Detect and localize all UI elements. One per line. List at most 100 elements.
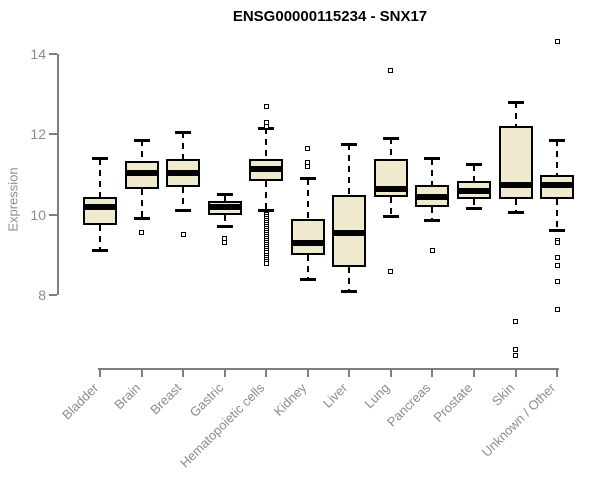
median-lung [373,185,408,192]
outlier-hematopoietic-cells [263,260,269,266]
x-axis-tick [472,370,475,377]
whisker-upper-prostate [472,164,475,181]
whisker-cap-upper-bladder [92,157,108,161]
whisker-lower-liver [348,267,351,292]
whisker-cap-lower-hematopoietic-cells [258,209,275,213]
whisker-cap-upper-lung [382,136,399,140]
outlier-breast [180,232,186,238]
outlier-pancreas [429,248,435,254]
outlier-hematopoietic-cells [263,123,269,129]
x-axis-tick [306,370,309,377]
x-axis-tick [389,370,392,377]
whisker-lower-bladder [99,224,101,251]
outlier-skin [513,346,518,352]
whisker-cap-upper-unknown-other [549,138,566,142]
outlier-unknown-other [554,278,560,284]
outlier-unknown-other [554,262,560,268]
whisker-cap-lower-brain [133,217,150,221]
whisker-lower-kidney [306,255,309,280]
y-tick-label: 8 [38,287,46,304]
whisker-upper-hematopoietic-cells [265,128,268,159]
whisker-cap-lower-skin [507,211,524,215]
y-axis-tick [49,294,57,297]
outlier-skin [513,318,518,324]
whisker-upper-breast [182,132,185,159]
outlier-gastric [222,240,228,246]
median-liver [332,229,367,236]
whisker-upper-gastric [223,194,226,201]
whisker-cap-upper-pancreas [424,157,441,161]
whisker-upper-unknown-other [556,140,559,175]
median-unknown-other [540,181,575,188]
x-axis-tick [140,370,143,377]
outlier-lung [388,67,394,73]
whisker-cap-lower-pancreas [424,219,441,223]
whisker-cap-lower-unknown-other [549,229,566,233]
whisker-upper-brain [140,140,143,161]
x-axis-tick [99,370,101,377]
y-tick-label: 14 [30,46,46,62]
whisker-cap-upper-liver [341,142,358,146]
whisker-cap-upper-gastric [216,193,233,197]
median-skin [498,181,533,188]
outlier-skin [513,353,518,358]
whisker-lower-breast [182,186,185,211]
whisker-cap-upper-prostate [465,163,482,167]
whisker-cap-upper-brain [133,138,150,142]
whisker-upper-bladder [99,158,101,197]
box-bladder [83,196,117,225]
whisker-cap-lower-prostate [465,207,482,211]
x-axis-tick [182,370,185,377]
y-tick-label: 10 [30,206,46,223]
whisker-cap-lower-breast [175,209,192,213]
whisker-cap-upper-skin [507,100,524,104]
y-axis-line [57,54,59,296]
outlier-unknown-other [554,254,560,260]
y-tick-label: 12 [30,126,46,143]
x-axis-tick [223,370,226,377]
whisker-cap-lower-kidney [299,277,316,281]
box-kidney [290,218,325,255]
whisker-upper-lung [389,138,392,159]
x-axis-tick [348,370,351,377]
whisker-cap-upper-kidney [299,177,316,181]
whisker-lower-hematopoietic-cells [265,180,268,211]
whisker-cap-lower-lung [382,215,399,219]
x-axis-tick [431,370,434,377]
whisker-lower-brain [140,188,143,219]
outlier-kidney [305,164,311,170]
y-axis-tick [49,53,57,55]
outlier-unknown-other [554,240,560,246]
x-axis-tick [514,370,517,377]
outlier-unknown-other [554,39,560,45]
outlier-brain [139,230,145,236]
median-pancreas [415,193,450,200]
y-axis-tick [49,213,57,216]
median-brain [124,169,159,176]
whisker-cap-lower-bladder [92,249,108,253]
median-kidney [290,239,325,246]
whisker-upper-kidney [306,178,309,219]
whisker-cap-lower-liver [341,289,358,293]
whisker-upper-pancreas [431,158,434,185]
whisker-lower-skin [514,198,517,213]
x-axis-line [98,368,560,370]
outlier-kidney [305,145,311,151]
whisker-lower-unknown-other [556,198,559,231]
median-breast [166,169,201,176]
x-axis-tick [556,370,559,377]
whisker-cap-lower-gastric [216,225,233,229]
whisker-cap-upper-breast [175,130,192,134]
outlier-unknown-other [554,306,560,312]
median-bladder [83,203,117,210]
y-axis-tick [49,133,57,136]
median-prostate [456,187,491,194]
x-axis-tick [265,370,268,377]
median-hematopoietic-cells [249,165,284,172]
whisker-upper-skin [514,102,517,127]
whisker-lower-lung [389,196,392,217]
outlier-lung [388,268,394,274]
chart-title: ENSG00000115234 - SNX17 [232,8,428,25]
